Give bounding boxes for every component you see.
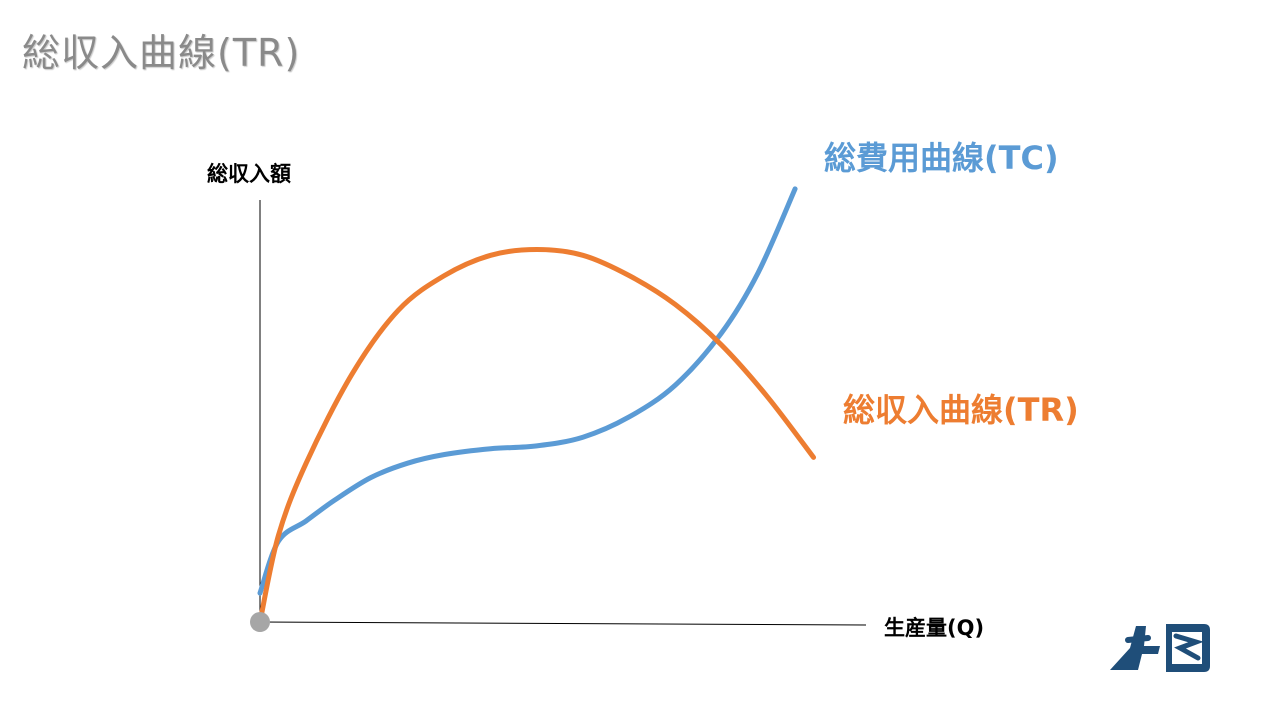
x-axis-line	[259, 621, 867, 626]
page-title: 総収入曲線(TR)	[22, 31, 301, 75]
tc-series-label: 総費用曲線(TC)	[824, 139, 1059, 177]
tc-series-line	[257, 186, 798, 596]
tr-series-label: 総収入曲線(TR)	[843, 391, 1079, 429]
logo-icon	[1110, 624, 1210, 672]
tr-series-line	[257, 247, 817, 625]
series-layer	[257, 186, 817, 625]
x-axis-label: 生産量(Q)	[884, 616, 985, 640]
origin-dot	[250, 612, 270, 632]
y-axis-label: 総収入額	[207, 162, 291, 186]
